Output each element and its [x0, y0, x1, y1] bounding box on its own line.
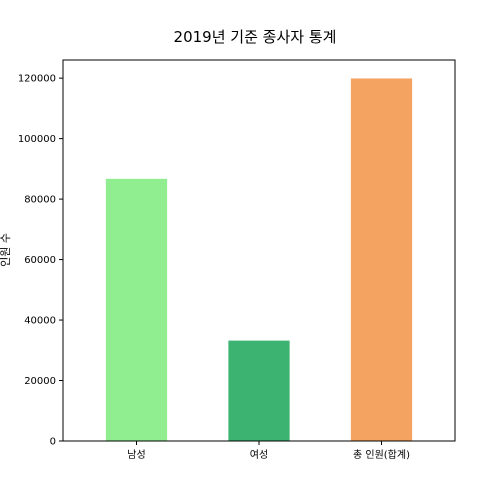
y-tick-label-0: 0	[50, 437, 56, 448]
chart-title: 2019년 기준 종사자 통계	[174, 28, 337, 46]
y-axis-ticks: 0 20000 40000 60000 80000 100000 120000	[18, 74, 63, 448]
x-axis-ticks: 남성 여성 총 인원(합계)	[127, 441, 410, 461]
plot-frame	[62, 59, 456, 442]
y-tick-label-4: 80000	[24, 195, 56, 206]
y-axis-label: 인원 수	[0, 233, 12, 267]
y-tick-label-3: 60000	[24, 255, 56, 266]
bars-group	[105, 78, 413, 442]
x-tick-label-0: 남성	[127, 449, 145, 461]
x-tick-label-2: 총 인원(합계)	[353, 449, 410, 461]
x-tick-label-1: 여성	[250, 449, 268, 461]
y-tick-label-5: 100000	[18, 134, 56, 145]
y-tick-label-6: 120000	[18, 74, 56, 85]
y-tick-label-2: 40000	[24, 316, 56, 327]
bar-0	[105, 178, 168, 442]
bar-1	[228, 340, 290, 441]
bar-2	[350, 78, 413, 441]
y-tick-label-1: 20000	[24, 376, 56, 387]
